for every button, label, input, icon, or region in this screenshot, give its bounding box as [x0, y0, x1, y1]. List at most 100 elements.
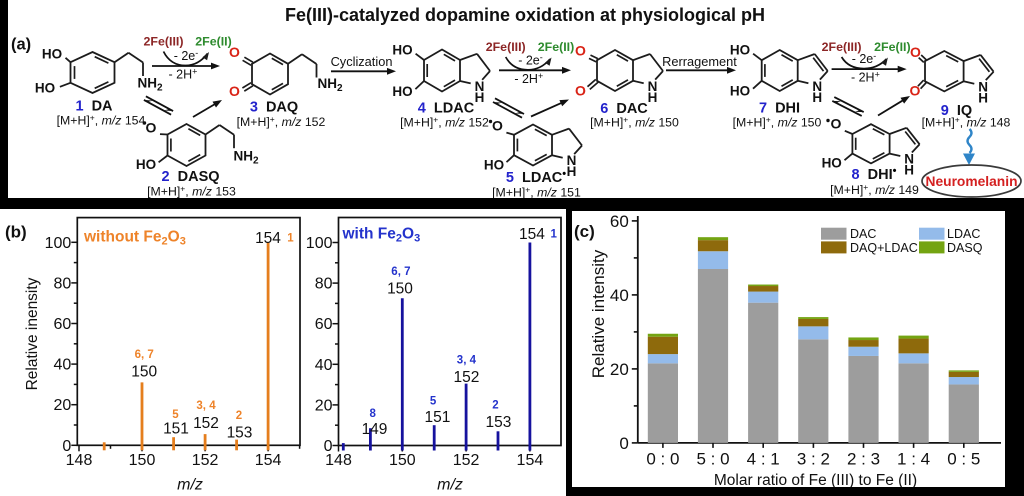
- svg-text:151: 151: [163, 420, 189, 437]
- svg-text:- 2e-: - 2e-: [518, 52, 543, 67]
- svg-text:149: 149: [362, 421, 388, 438]
- svg-text:6, 7: 6, 7: [135, 349, 154, 361]
- svg-text:4 : 1: 4 : 1: [747, 450, 780, 469]
- svg-text:N: N: [904, 152, 914, 167]
- svg-text:2: 2: [492, 399, 498, 411]
- svg-text:H: H: [648, 90, 658, 105]
- svg-text:N: N: [475, 79, 485, 94]
- svg-text:Neuromelanin: Neuromelanin: [926, 174, 1018, 189]
- svg-text:Cyclization: Cyclization: [331, 54, 393, 69]
- svg-text:154: 154: [255, 230, 281, 247]
- svg-text:4 LDAC: 4 LDAC: [418, 101, 475, 117]
- svg-text:[M+H]+, m/z 149: [M+H]+, m/z 149: [830, 182, 919, 197]
- svg-text:2Fe(III): 2Fe(III): [822, 40, 862, 54]
- svg-text:152: 152: [192, 451, 219, 468]
- svg-text:[M+H]+, m/z 152: [M+H]+, m/z 152: [400, 115, 489, 130]
- svg-text:O: O: [146, 120, 157, 136]
- svg-text:Fe(III)-catalyzed dopamine oxi: Fe(III)-catalyzed dopamine oxidation at …: [285, 5, 765, 25]
- svg-text:20: 20: [54, 397, 72, 414]
- svg-text:- 2e-: - 2e-: [174, 48, 199, 63]
- svg-text:3, 4: 3, 4: [196, 400, 216, 412]
- svg-text:HO: HO: [730, 43, 750, 58]
- svg-text:[M+H]+, m/z 150: [M+H]+, m/z 150: [733, 115, 822, 130]
- svg-text:Relative intensity: Relative intensity: [589, 249, 608, 378]
- svg-text:6 DAC: 6 DAC: [600, 101, 648, 117]
- svg-text:152: 152: [193, 415, 219, 432]
- svg-text:O: O: [229, 83, 240, 99]
- svg-text:151: 151: [424, 409, 450, 426]
- svg-text:154: 154: [519, 226, 545, 243]
- svg-text:1: 1: [550, 228, 557, 240]
- svg-text:H: H: [904, 163, 914, 178]
- svg-text:[M+H]+, m/z 154: [M+H]+, m/z 154: [57, 113, 146, 128]
- svg-text:150: 150: [131, 363, 157, 380]
- svg-text:3 DAQ: 3 DAQ: [250, 100, 298, 116]
- svg-text:H: H: [812, 90, 822, 105]
- svg-text:60: 60: [315, 316, 333, 333]
- svg-text:8: 8: [369, 407, 376, 419]
- svg-text:HO: HO: [392, 43, 412, 58]
- svg-text:N: N: [648, 79, 658, 94]
- svg-text:2Fe(III): 2Fe(III): [144, 35, 184, 49]
- svg-text:152: 152: [453, 369, 479, 386]
- svg-text:2Fe(III): 2Fe(III): [486, 40, 526, 54]
- svg-text:N: N: [812, 79, 822, 94]
- svg-text:O: O: [910, 44, 921, 60]
- svg-text:100: 100: [306, 235, 333, 252]
- svg-text:153: 153: [227, 424, 253, 441]
- svg-text:154: 154: [255, 451, 282, 468]
- svg-text:150: 150: [389, 452, 416, 469]
- svg-text:2Fe(II): 2Fe(II): [195, 35, 232, 49]
- svg-text:H: H: [567, 164, 577, 179]
- svg-text:Relative inensity: Relative inensity: [24, 277, 41, 390]
- svg-text:DAQ+LDAC: DAQ+LDAC: [850, 241, 918, 255]
- svg-text:- 2H+: - 2H+: [851, 70, 880, 85]
- svg-text:HO: HO: [484, 158, 504, 173]
- svg-text:Molar ratio of Fe (III) to Fe: Molar ratio of Fe (III) to Fe (II): [714, 472, 917, 487]
- svg-text:20: 20: [315, 397, 333, 414]
- svg-text:Rerragement: Rerragement: [662, 54, 737, 69]
- svg-text:H: H: [475, 90, 485, 105]
- svg-text:m/z: m/z: [177, 476, 203, 493]
- svg-text:1: 1: [287, 232, 294, 244]
- svg-text:2Fe(II): 2Fe(II): [874, 40, 911, 54]
- svg-text:0: 0: [619, 434, 628, 453]
- svg-text:NH2: NH2: [233, 149, 259, 167]
- svg-text:LDAC: LDAC: [947, 227, 980, 241]
- svg-text:5: 5: [430, 395, 437, 407]
- svg-text:O: O: [831, 116, 842, 132]
- svg-text:152: 152: [453, 452, 480, 469]
- svg-text:[M+H]+, m/z 151: [M+H]+, m/z 151: [492, 185, 581, 199]
- svg-text:5 : 0: 5 : 0: [696, 450, 729, 469]
- svg-text:N: N: [978, 79, 988, 94]
- svg-text:40: 40: [315, 356, 333, 373]
- svg-text:40: 40: [54, 356, 72, 373]
- svg-text:HO: HO: [822, 156, 842, 171]
- svg-text:DAC: DAC: [850, 227, 876, 241]
- svg-text:(c): (c): [574, 222, 595, 241]
- svg-text:O: O: [492, 118, 503, 134]
- svg-text:40: 40: [610, 286, 629, 305]
- svg-text:NH2: NH2: [137, 76, 163, 94]
- svg-text:[M+H]+, m/z 148: [M+H]+, m/z 148: [922, 115, 1011, 130]
- svg-text:3 : 2: 3 : 2: [797, 450, 830, 469]
- svg-text:1 : 4: 1 : 4: [897, 450, 930, 469]
- svg-text:HO: HO: [730, 83, 750, 98]
- svg-text:6, 7: 6, 7: [391, 266, 410, 278]
- svg-text:- 2e-: - 2e-: [852, 51, 877, 66]
- svg-text:without Fe2O3: without Fe2O3: [83, 228, 186, 247]
- svg-text:- 2H+: - 2H+: [169, 67, 198, 82]
- svg-text:60: 60: [54, 316, 72, 333]
- svg-text:(b): (b): [5, 222, 27, 241]
- svg-text:O: O: [575, 43, 586, 59]
- svg-text:0: 0: [324, 438, 333, 455]
- svg-text:150: 150: [387, 280, 413, 297]
- svg-text:5 LDAC•: 5 LDAC•: [506, 168, 566, 186]
- svg-text:0: 0: [62, 437, 71, 454]
- svg-text:HO: HO: [392, 84, 412, 99]
- svg-text:150: 150: [129, 451, 156, 468]
- svg-text:2: 2: [236, 410, 242, 422]
- svg-text:9 IQ: 9 IQ: [941, 103, 972, 119]
- svg-text:148: 148: [66, 451, 93, 468]
- svg-text:HO: HO: [35, 81, 55, 96]
